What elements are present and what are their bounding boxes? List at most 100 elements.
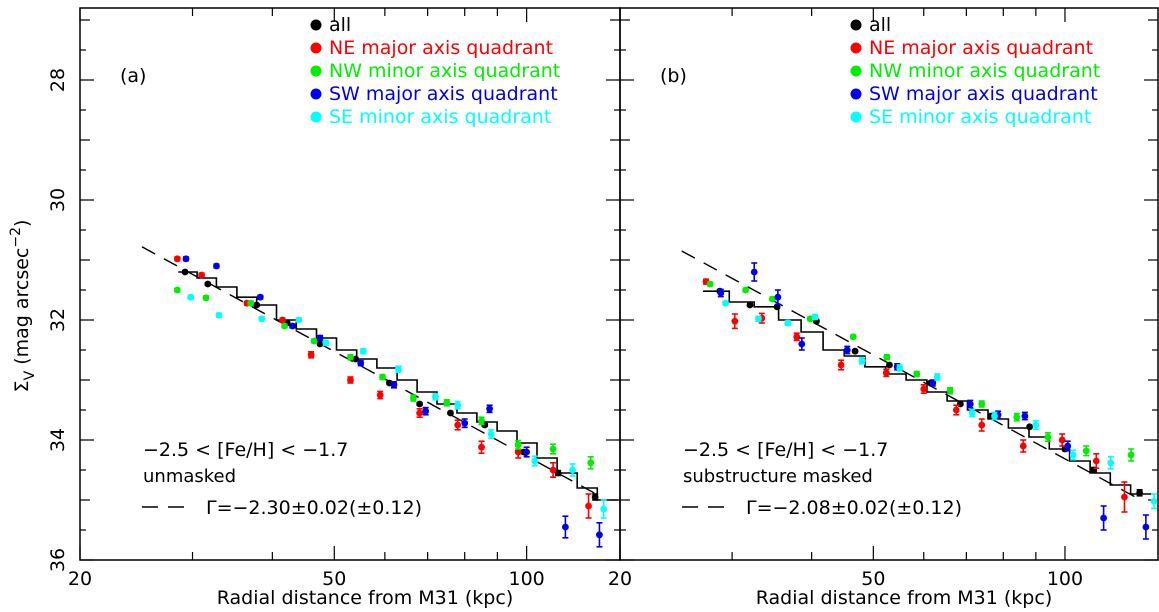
data-point [768,295,776,303]
data-point [182,255,190,263]
panel-a: 20 50 100 28 30 32 34 36 Radial distance from M3… [47,7,621,609]
data-point [1026,423,1034,431]
legend-marker [850,19,862,31]
legend-label: NE major axis quadrant [329,37,553,59]
masking-label: unmasked [143,466,236,487]
step-profile [178,271,618,501]
power-law-fit-line [681,250,1138,499]
legend-label: SE minor axis quadrant [329,106,551,128]
data-point [198,271,206,279]
data-point [1092,457,1100,465]
legend-label: SW major axis quadrant [329,83,558,105]
data-point [461,419,469,427]
data-point [181,268,189,276]
data-point [755,315,762,323]
legend-label: SE minor axis quadrant [869,106,1091,128]
data-point [742,286,749,294]
data-point [256,293,264,301]
y-tick-label: 28 [47,68,69,92]
y-axis-label-subscript: V [22,370,38,380]
data-point [968,409,976,417]
data-point [1136,489,1144,497]
legend-marker [310,111,322,123]
data-point [1127,451,1135,459]
data-point [173,286,181,294]
data-point [478,417,485,425]
masking-label: substructure masked [683,466,873,487]
data-point [1013,413,1021,421]
data-point [549,445,557,453]
plot-area [141,246,618,548]
x-axis-label: Radial distance from M31 (kpc) [217,587,513,609]
data-point [443,399,451,407]
data-point [920,385,928,393]
data-point [1021,412,1029,420]
data-point [432,393,439,401]
data-point [722,299,729,307]
data-point [1142,523,1150,531]
data-point [929,379,937,387]
data-point [359,347,367,355]
legend-marker [310,19,322,31]
step-profile [703,290,1151,495]
data-point [447,409,454,417]
series-all [181,268,599,501]
data-point [896,364,904,372]
data-point [952,406,960,414]
y-tick-label: 32 [47,308,69,332]
data-point [347,376,354,384]
data-point [1069,451,1077,459]
legend-label: all [329,14,351,36]
data-point [585,502,592,510]
series-se-minor-axis-quadrant [722,299,1158,510]
svg-text:ΣV (mag arcsec−2): ΣV (mag arcsec−2) [8,220,38,393]
y-axis-label: ΣV (mag arcsec−2) [8,220,38,393]
data-point [395,365,402,373]
x-tick-label: 100 [508,568,544,590]
series-ne-major-axis-quadrant [173,255,592,519]
series-sw-major-axis-quadrant [182,255,603,548]
panel-label: (a) [120,65,146,87]
data-point [514,448,522,456]
series-ne-major-axis-quadrant [702,278,1128,513]
data-point [706,280,714,288]
data-point [514,441,522,449]
data-point [596,531,603,539]
legend-label: NE major axis quadrant [869,37,1093,59]
legend-label: SW major axis quadrant [869,83,1098,105]
data-point [523,448,531,456]
data-point [279,316,286,324]
data-point [843,346,851,354]
data-point [322,339,330,347]
data-point [837,361,845,369]
legend-label: NW minor axis quadrant [329,60,560,82]
data-point [562,523,569,531]
fit-slope-label: Γ=−2.30±0.02(±0.12) [206,497,422,519]
data-point [569,466,576,474]
data-point [487,430,495,438]
data-point [966,400,974,408]
data-point [946,387,954,395]
x-tick-label: 100 [1047,568,1083,590]
data-point [591,493,599,501]
y-axis-label-sigma: Σ [11,380,33,392]
data-point [187,293,195,301]
data-point [390,381,398,389]
data-point [310,337,318,345]
x-axis-label: Radial distance from M31 (kpc) [756,587,1052,609]
data-point [746,301,754,309]
data-point [1064,442,1072,450]
data-point [1019,442,1027,450]
data-point [913,370,921,378]
data-point [247,299,255,307]
data-point [1150,497,1158,505]
data-point [258,315,266,323]
data-point [886,361,893,369]
x-tick-label: 20 [608,568,632,590]
data-point [289,322,296,330]
data-point [347,353,354,361]
data-point [717,289,725,297]
